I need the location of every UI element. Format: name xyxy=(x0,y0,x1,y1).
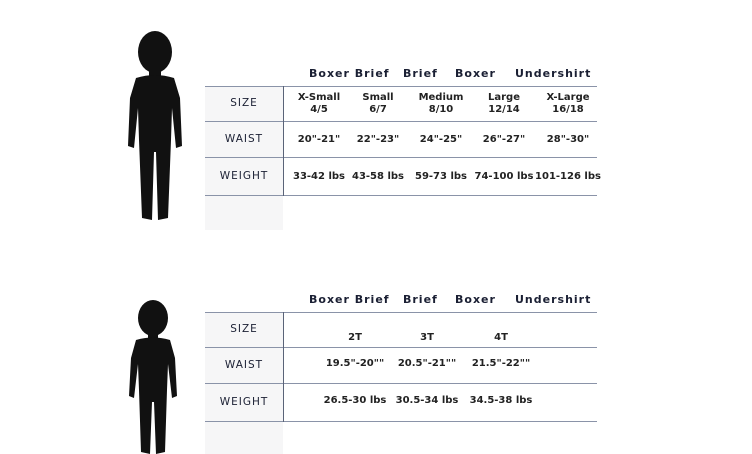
row-label: SIZE xyxy=(230,323,258,335)
divider xyxy=(283,312,284,422)
background-block xyxy=(205,86,283,230)
table-cell: Small 6/7 xyxy=(362,92,394,115)
table-cell: 20.5"-21"" xyxy=(397,358,457,369)
table-cell: 21.5"-22"" xyxy=(471,358,531,369)
table-cell: X-Small 4/5 xyxy=(297,92,341,115)
table-cell: X-Large 16/18 xyxy=(546,92,590,115)
divider xyxy=(283,86,284,196)
table-row: SIZE 2T 3T 4T xyxy=(205,312,597,348)
row-label: WAIST xyxy=(224,133,264,145)
category-header: Boxer xyxy=(455,293,496,306)
table-row: WEIGHT 33-42 lbs 43-58 lbs 59-73 lbs 74-100 … xyxy=(205,158,601,196)
row-label: WEIGHT xyxy=(219,396,269,408)
table-cell: 101-126 lbs xyxy=(535,171,601,182)
table-cell: 22"-23" xyxy=(356,134,400,145)
divider xyxy=(205,86,597,87)
table-cell: 74-100 lbs xyxy=(474,171,534,182)
row-label: SIZE xyxy=(230,97,258,109)
table-cell: 20"-21" xyxy=(297,134,341,145)
table-row: WAIST 19.5"-20"" 20.5"-21"" 21.5"-22"" xyxy=(205,348,597,384)
divider xyxy=(205,312,597,313)
row-label: WEIGHT xyxy=(219,170,269,182)
child-silhouette-icon xyxy=(129,300,177,454)
table-cell: Large 12/14 xyxy=(488,92,520,115)
row-label: WAIST xyxy=(224,359,264,371)
table-cell: 26"-27" xyxy=(482,134,526,145)
table-cell: 3T xyxy=(420,332,434,343)
table-cell: 19.5"-20"" xyxy=(325,358,385,369)
table-cell: 33-42 lbs xyxy=(292,171,345,182)
category-header: Undershirt xyxy=(515,67,592,80)
table-cell: 4T xyxy=(494,332,508,343)
category-header: Boxer Brief xyxy=(309,67,390,80)
table-cell: Medium 8/10 xyxy=(418,92,464,115)
child-silhouette-icon xyxy=(128,31,182,220)
category-header: Boxer xyxy=(455,67,496,80)
category-header: Undershirt xyxy=(515,293,592,306)
category-header: Boxer Brief xyxy=(309,293,390,306)
table-cell: 26.5-30 lbs xyxy=(323,395,387,406)
table-cell: 43-58 lbs xyxy=(351,171,404,182)
table-row: WEIGHT 26.5-30 lbs 30.5-34 lbs 34.5-38 lbs xyxy=(205,384,597,422)
category-header: Brief xyxy=(403,67,438,80)
category-header: Brief xyxy=(403,293,438,306)
table-row: WAIST 20"-21" 22"-23" 24"-25" 26"-27" 28"-30" xyxy=(205,122,597,158)
table-cell: 34.5-38 lbs xyxy=(469,395,533,406)
size-table: SIZE X-Small 4/5 Small 6/7 Medium 8/10 Large… xyxy=(205,86,601,196)
size-table: SIZE 2T 3T 4T WAIST 19.5"-20"" 20.5"-21"" 21.5"… xyxy=(205,312,597,422)
table-cell: 2T xyxy=(348,332,362,343)
table-row: SIZE X-Small 4/5 Small 6/7 Medium 8/10 Large… xyxy=(205,86,597,122)
table-cell: 59-73 lbs xyxy=(414,171,467,182)
table-cell: 24"-25" xyxy=(419,134,463,145)
table-cell: 28"-30" xyxy=(546,134,590,145)
table-cell: 30.5-34 lbs xyxy=(395,395,459,406)
